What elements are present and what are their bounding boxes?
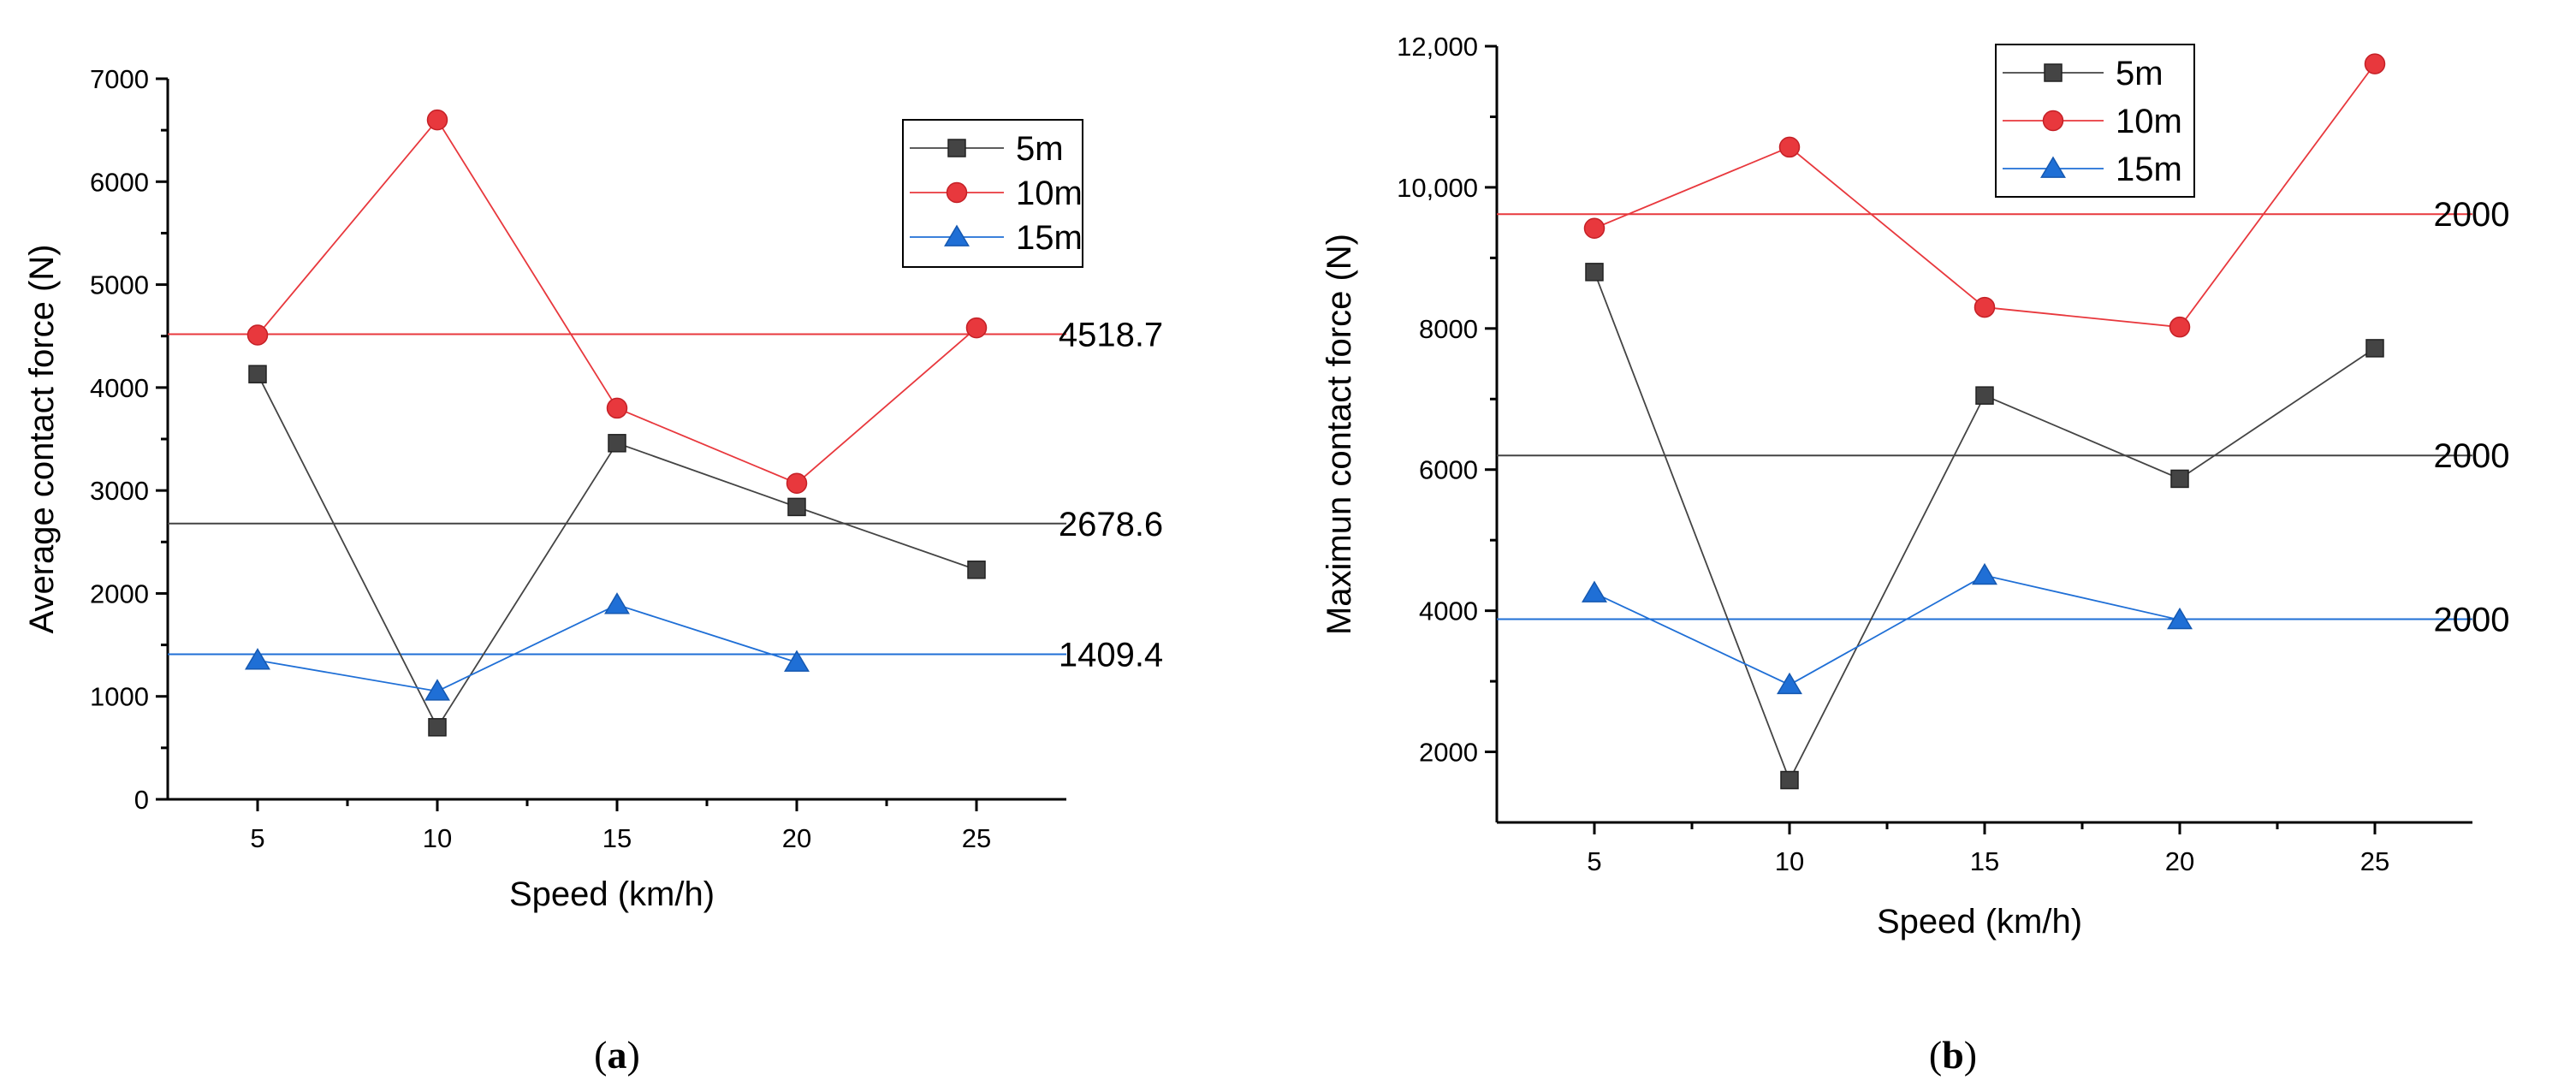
chart-panel-b: 5 10 15 20 25 2000 4000 6000 8000 10,000 12,000 Spe… [1321, 32, 2509, 1077]
y-tick-label: 1000 [90, 682, 149, 712]
y-tick-label: 12,000 [1397, 32, 1478, 62]
data-point-15m [784, 650, 810, 672]
legend-marker-10m [946, 181, 968, 204]
reference-line-label-3: 2000 [2434, 602, 2510, 639]
series-line-15m [257, 603, 798, 692]
y-tick-label: 3000 [90, 476, 149, 506]
series-line-10m [1594, 63, 2376, 329]
data-point-10m [1778, 136, 1801, 158]
legend-label-5m: 5m [1016, 130, 1064, 168]
reference-line-label-2: 2678.6 [1059, 506, 1163, 543]
data-point-5m [2365, 339, 2384, 358]
data-point-5m [787, 497, 806, 517]
chart-panel-a: 5 10 15 20 25 0 1000 2000 3000 4000 5000 6000 7000 Sp… [23, 64, 1163, 1077]
data-point-10m [786, 472, 808, 494]
x-tick-label: 15 [602, 823, 632, 853]
reference-line-label-1: 2000 [2434, 196, 2510, 234]
data-point-5m [428, 718, 447, 737]
data-point-5m [1585, 263, 1604, 282]
y-tick-label: 4000 [90, 373, 149, 403]
reference-line-label-1: 4518.7 [1059, 316, 1163, 353]
data-point-10m [426, 109, 448, 131]
data-point-10m [2364, 53, 2386, 74]
series-line-5m [257, 373, 977, 729]
data-point-15m [424, 679, 450, 701]
x-tick-label: 25 [962, 823, 991, 853]
data-point-15m [245, 648, 270, 670]
data-point-15m [2167, 607, 2193, 630]
y-tick-label: 0 [134, 785, 149, 815]
legend-label-10m: 10m [1016, 175, 1083, 212]
y-tick-label: 2000 [90, 579, 149, 608]
data-point-5m [608, 434, 626, 453]
panel-label: (a) [594, 1033, 640, 1077]
reference-line-label-3: 1409.4 [1059, 636, 1163, 674]
series-line-10m [257, 118, 977, 484]
y-tick-label: 6000 [90, 167, 149, 197]
data-point-5m [1780, 770, 1799, 790]
legend-box [902, 119, 1083, 268]
legend-label-15m: 15m [1016, 219, 1083, 257]
y-tick-label: 5000 [90, 270, 149, 300]
x-tick-label: 10 [1775, 846, 1804, 876]
y-tick-label: 8000 [1419, 314, 1478, 344]
legend-label-15m: 15m [2116, 151, 2182, 188]
legend-marker-15m [2040, 156, 2066, 178]
y-tick-label: 4000 [1419, 596, 1478, 626]
y-tick-label: 2000 [1419, 738, 1478, 768]
legend-marker-5m [947, 139, 966, 157]
data-point-10m [1974, 296, 1996, 318]
data-point-5m [2170, 469, 2189, 489]
data-point-10m [246, 324, 269, 346]
data-point-5m [248, 365, 267, 383]
data-point-10m [2169, 316, 2191, 338]
x-tick-label: 15 [1970, 846, 1999, 876]
y-tick-label: 7000 [90, 64, 149, 94]
x-axis-title: Speed (km/h) [509, 875, 715, 913]
data-point-15m [1972, 562, 1997, 585]
data-point-10m [606, 397, 628, 419]
data-point-10m [965, 317, 988, 339]
x-tick-label: 5 [250, 823, 264, 853]
legend-marker-10m [2042, 110, 2064, 132]
reference-line-label-2: 2000 [2434, 437, 2510, 475]
x-tick-label: 25 [2360, 846, 2389, 876]
series-line-15m [1594, 574, 2181, 686]
legend-marker-15m [944, 224, 970, 246]
legend-label-5m: 5m [2116, 55, 2163, 92]
panel-label: (b) [1929, 1033, 1977, 1077]
legend-marker-5m [2044, 63, 2063, 82]
x-tick-label: 10 [423, 823, 452, 853]
data-point-5m [967, 561, 986, 579]
series-line-5m [1594, 271, 2376, 782]
x-axis-title: Speed (km/h) [1877, 903, 2082, 941]
y-tick-label: 10,000 [1397, 173, 1478, 203]
x-tick-label: 5 [1587, 846, 1601, 876]
data-point-10m [1583, 217, 1606, 239]
x-tick-label: 20 [782, 823, 811, 853]
data-point-5m [1975, 386, 1994, 405]
data-point-15m [1582, 580, 1607, 602]
y-axis-title: Average contact force (N) [23, 244, 61, 633]
data-point-15m [604, 592, 630, 614]
y-tick-label: 6000 [1419, 455, 1478, 485]
legend-label-10m: 10m [2116, 103, 2182, 140]
data-point-15m [1777, 672, 1802, 695]
y-axis-title: Maximun contact force (N) [1321, 234, 1358, 635]
x-tick-label: 20 [2165, 846, 2194, 876]
